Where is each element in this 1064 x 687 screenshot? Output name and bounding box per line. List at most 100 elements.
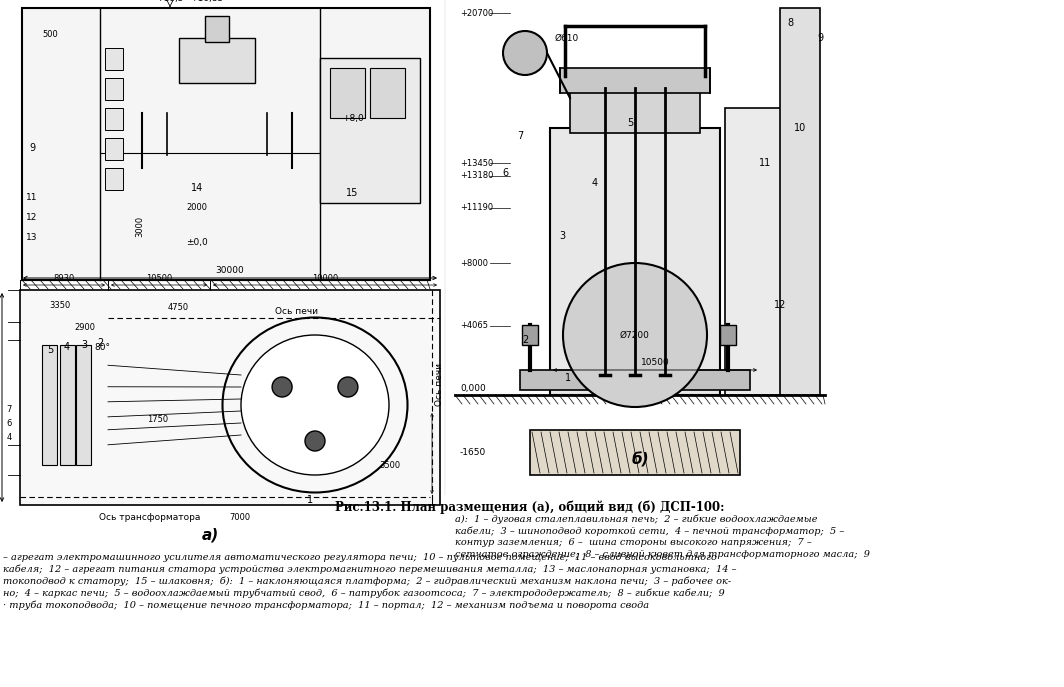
Bar	[20, 290, 440, 505]
Text: 10500: 10500	[146, 274, 172, 283]
Text: 4: 4	[64, 342, 70, 352]
Text: 4: 4	[6, 433, 12, 442]
Bar	[105, 48, 123, 70]
Text: 8930: 8930	[53, 274, 74, 283]
Bar	[105, 138, 123, 160]
Text: 3: 3	[81, 340, 87, 350]
Bar	[105, 108, 123, 130]
Text: Ø610: Ø610	[555, 34, 579, 43]
Ellipse shape	[222, 317, 408, 493]
Text: +13450: +13450	[460, 159, 494, 168]
Text: +4065: +4065	[460, 322, 488, 330]
Text: 13: 13	[27, 234, 37, 243]
Text: 11: 11	[27, 194, 37, 203]
Text: 14: 14	[190, 183, 203, 193]
Text: а):  1 – дуговая сталеплавильная печь;  2 – гибкие водоохлаждаемые: а): 1 – дуговая сталеплавильная печь; 2 …	[455, 514, 817, 523]
Text: 11: 11	[759, 158, 771, 168]
Text: +8000: +8000	[460, 258, 488, 267]
Bar	[720, 325, 736, 345]
Text: 4: 4	[592, 178, 598, 188]
Text: · труба токоподвода;  10 – помещение печного трансформатора;  11 – портал;  12 –: · труба токоподвода; 10 – помещение печн…	[3, 601, 649, 611]
Bar	[550, 128, 720, 395]
Text: 12: 12	[774, 300, 786, 310]
Text: +13180: +13180	[460, 172, 494, 181]
Text: а): а)	[201, 527, 218, 542]
Text: 3500: 3500	[380, 460, 400, 469]
Circle shape	[503, 31, 547, 75]
Text: 3000: 3000	[135, 216, 145, 236]
Text: но;  4 – каркас печи;  5 – водоохлаждаемый трубчатый свод,  6 – патрубок газоотс: но; 4 – каркас печи; 5 – водоохлаждаемый…	[3, 589, 725, 598]
Circle shape	[338, 377, 358, 397]
Ellipse shape	[242, 335, 389, 475]
Text: 2: 2	[97, 338, 103, 348]
Text: контур заземления;  6 –  шина стороны высокого напряжения;  7 –: контур заземления; 6 – шина стороны высо…	[455, 538, 812, 547]
Text: – агрегат электромашинного усилителя автоматического регулятора печи;  10 – пуль: – агрегат электромашинного усилителя авт…	[3, 553, 717, 562]
Bar	[205, 16, 229, 42]
Bar	[570, 88, 700, 133]
Bar	[330, 68, 365, 118]
Bar	[41, 345, 57, 465]
Text: 7: 7	[517, 131, 523, 141]
Text: 15: 15	[346, 188, 359, 198]
Bar	[560, 68, 710, 93]
Text: Ось печи: Ось печи	[435, 363, 444, 407]
Text: +11190: +11190	[460, 203, 493, 212]
Bar	[22, 8, 430, 280]
Bar	[522, 325, 538, 345]
Text: 2: 2	[521, 335, 528, 345]
Text: Рис.13.1. План размещения (а), общий вид (б) ДСП-100:: Рис.13.1. План размещения (а), общий вид…	[335, 500, 725, 513]
Text: 5: 5	[47, 345, 53, 355]
Text: 10: 10	[794, 123, 807, 133]
Text: 30000: 30000	[216, 266, 245, 275]
Text: 8: 8	[787, 18, 793, 28]
Circle shape	[305, 431, 325, 451]
Text: 80°: 80°	[94, 344, 110, 352]
Bar	[520, 370, 750, 390]
Text: 5: 5	[627, 118, 633, 128]
Text: +16,85: +16,85	[190, 0, 223, 3]
Text: +18,5: +18,5	[156, 0, 184, 3]
Text: ±0,0: ±0,0	[186, 238, 207, 247]
Text: 2900: 2900	[74, 324, 96, 333]
Text: кабеля;  12 – агрегат питания статора устройства электромагнитного перемешивания: кабеля; 12 – агрегат питания статора уст…	[3, 565, 736, 574]
Text: сетчатое ограждение;  8 – сливной кювет для трансформаторного масла;  9: сетчатое ограждение; 8 – сливной кювет д…	[455, 550, 870, 559]
Bar	[455, 8, 825, 483]
Text: +20700: +20700	[460, 8, 494, 17]
Bar	[780, 8, 820, 395]
Text: 4750: 4750	[167, 304, 188, 313]
Text: -1650: -1650	[460, 448, 486, 457]
Text: 7: 7	[6, 405, 12, 414]
Text: 1750: 1750	[148, 416, 168, 425]
Bar	[370, 68, 405, 118]
Text: б): б)	[631, 452, 649, 467]
Bar	[105, 168, 123, 190]
Bar	[530, 430, 739, 475]
Text: 10000: 10000	[312, 274, 338, 283]
Text: 6: 6	[502, 168, 509, 178]
Bar	[60, 345, 74, 465]
Circle shape	[563, 263, 706, 407]
Text: Ось трансформатора: Ось трансформатора	[99, 513, 201, 522]
Text: 2000: 2000	[186, 203, 207, 212]
Text: Ø7200: Ø7200	[620, 330, 650, 339]
Text: +8,0: +8,0	[342, 113, 364, 122]
Text: Ось печи: Ось печи	[275, 308, 318, 317]
Text: 1: 1	[306, 495, 313, 505]
Text: 9: 9	[817, 33, 824, 43]
Text: 3350: 3350	[49, 300, 70, 310]
Bar	[105, 78, 123, 100]
Bar	[320, 58, 420, 203]
Text: 1: 1	[565, 373, 571, 383]
Circle shape	[272, 377, 293, 397]
Text: 6: 6	[6, 418, 12, 427]
Bar	[725, 108, 815, 395]
Text: 500: 500	[43, 30, 57, 39]
Text: 12: 12	[27, 214, 37, 223]
Text: 10500: 10500	[641, 358, 669, 367]
Text: 3: 3	[559, 231, 565, 241]
Text: токоподвод к статору;  15 – шлаковня;  б):  1 – наклоняющаяся платформа;  2 – ги: токоподвод к статору; 15 – шлаковня; б):…	[3, 577, 731, 587]
Text: кабели;  3 – шиноподвод короткой сети,  4 – печной трансформатор;  5 –: кабели; 3 – шиноподвод короткой сети, 4 …	[455, 526, 844, 535]
Text: 0,000: 0,000	[460, 384, 486, 393]
Text: 9: 9	[29, 143, 35, 153]
Bar	[76, 345, 92, 465]
